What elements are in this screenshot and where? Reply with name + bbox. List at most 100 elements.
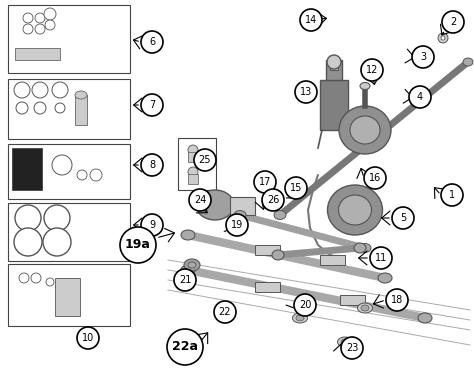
Bar [8, 144, 130, 199]
Ellipse shape [418, 313, 432, 323]
Text: 23: 23 [346, 343, 358, 353]
Ellipse shape [378, 273, 392, 283]
Circle shape [120, 227, 156, 263]
Text: 12: 12 [366, 65, 378, 75]
Circle shape [294, 294, 316, 316]
Text: 9: 9 [149, 220, 155, 230]
Ellipse shape [184, 259, 200, 271]
Text: 19: 19 [231, 220, 243, 230]
Circle shape [44, 205, 70, 231]
Circle shape [412, 46, 434, 68]
Circle shape [285, 177, 307, 199]
Circle shape [35, 24, 45, 34]
Circle shape [300, 9, 322, 31]
Ellipse shape [274, 210, 286, 219]
Bar [188, 152, 198, 162]
Ellipse shape [361, 305, 369, 311]
Circle shape [77, 170, 87, 180]
Circle shape [19, 273, 29, 283]
Bar [12, 148, 42, 190]
Circle shape [141, 214, 163, 236]
Ellipse shape [234, 210, 246, 219]
Text: 16: 16 [369, 173, 381, 183]
Ellipse shape [339, 106, 391, 154]
Text: 15: 15 [290, 183, 302, 193]
Circle shape [188, 167, 198, 177]
Ellipse shape [272, 250, 284, 260]
Bar [8, 5, 130, 73]
Ellipse shape [463, 58, 473, 66]
Text: 24: 24 [194, 195, 206, 205]
Text: 1: 1 [449, 190, 455, 200]
Ellipse shape [350, 116, 380, 144]
Circle shape [23, 13, 33, 23]
Circle shape [189, 189, 211, 211]
Circle shape [364, 167, 386, 189]
Ellipse shape [328, 185, 383, 235]
Circle shape [295, 81, 317, 103]
Text: 3: 3 [420, 52, 426, 62]
Ellipse shape [359, 244, 371, 253]
Circle shape [52, 155, 72, 175]
Ellipse shape [292, 313, 308, 323]
Circle shape [77, 327, 99, 349]
Ellipse shape [360, 82, 370, 90]
Circle shape [361, 59, 383, 81]
Circle shape [46, 278, 54, 286]
Circle shape [16, 102, 28, 114]
Text: 20: 20 [299, 300, 311, 310]
Ellipse shape [196, 190, 234, 220]
Bar [55, 278, 80, 316]
Text: 17: 17 [259, 177, 271, 187]
Circle shape [194, 149, 216, 171]
Ellipse shape [181, 265, 195, 275]
Circle shape [23, 24, 33, 34]
Circle shape [167, 329, 203, 365]
Bar [326, 60, 342, 80]
Ellipse shape [341, 339, 349, 345]
Circle shape [392, 207, 414, 229]
Ellipse shape [337, 337, 353, 347]
Circle shape [438, 33, 448, 43]
Circle shape [15, 205, 41, 231]
Circle shape [370, 247, 392, 269]
Circle shape [442, 11, 464, 33]
Ellipse shape [75, 91, 87, 99]
Circle shape [32, 82, 48, 98]
Text: 4: 4 [417, 92, 423, 102]
Bar [255, 282, 280, 292]
Ellipse shape [181, 230, 195, 240]
Circle shape [90, 169, 102, 181]
Text: 14: 14 [305, 15, 317, 25]
Circle shape [55, 103, 65, 113]
Circle shape [441, 36, 445, 40]
Bar [255, 245, 280, 255]
Circle shape [409, 86, 431, 108]
Text: 7: 7 [149, 100, 155, 110]
Text: 19a: 19a [125, 238, 151, 251]
Text: 22: 22 [219, 307, 231, 317]
Circle shape [214, 301, 236, 323]
Bar [15, 48, 60, 60]
Bar [330, 62, 338, 70]
Ellipse shape [296, 315, 304, 321]
Circle shape [43, 228, 71, 256]
Circle shape [386, 289, 408, 311]
Circle shape [188, 145, 198, 155]
Text: 13: 13 [300, 87, 312, 97]
Text: 25: 25 [199, 155, 211, 165]
Circle shape [34, 102, 46, 114]
Text: 11: 11 [375, 253, 387, 263]
Circle shape [52, 82, 68, 98]
Bar [188, 174, 198, 184]
Circle shape [14, 82, 30, 98]
Circle shape [174, 269, 196, 291]
Circle shape [226, 214, 248, 236]
Text: 21: 21 [179, 275, 191, 285]
Circle shape [31, 273, 41, 283]
Text: 6: 6 [149, 37, 155, 47]
Bar [230, 197, 255, 215]
Bar [320, 255, 345, 265]
Circle shape [141, 154, 163, 176]
Text: 18: 18 [391, 295, 403, 305]
